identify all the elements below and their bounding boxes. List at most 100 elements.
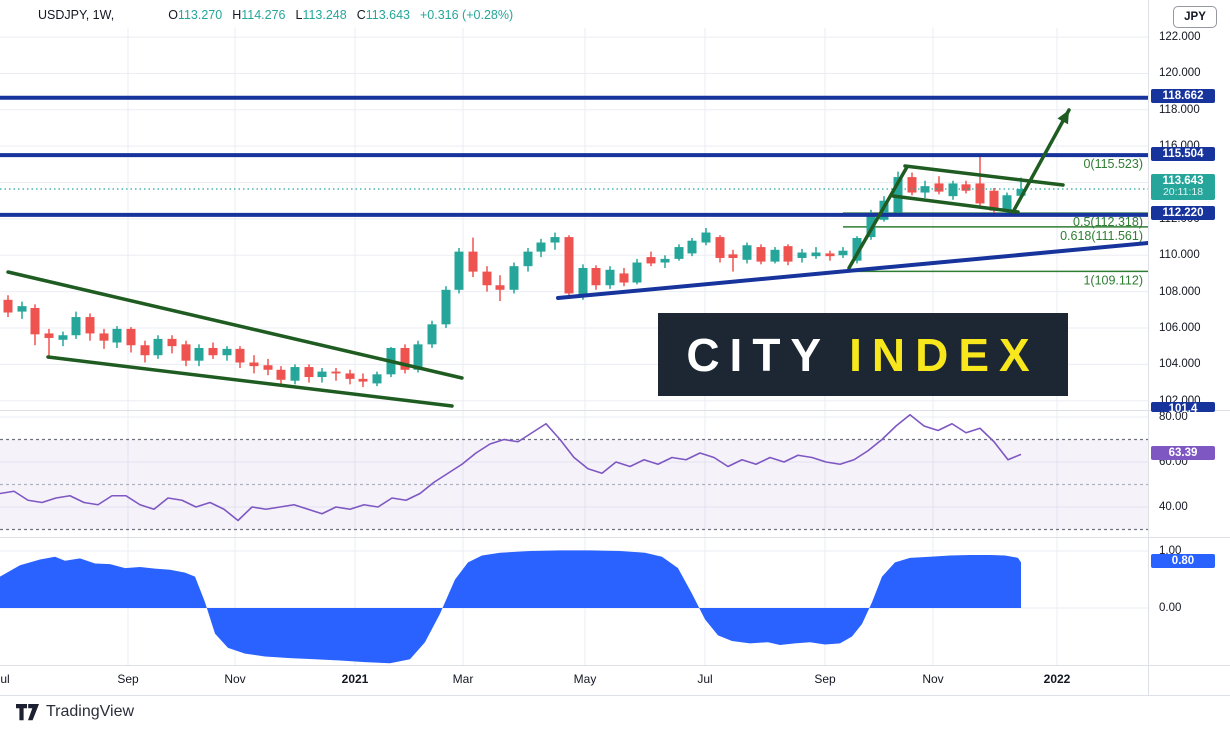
candle-body <box>194 347 204 361</box>
currency-toggle-badge[interactable]: JPY <box>1173 6 1217 28</box>
high-value: 114.276 <box>241 8 286 22</box>
candle-body <box>509 266 519 290</box>
candle-body <box>208 347 218 356</box>
candle-body <box>701 232 711 243</box>
candle-body <box>523 251 533 267</box>
candle-body <box>674 247 684 259</box>
candle-body <box>564 237 574 294</box>
candle-body <box>58 335 68 340</box>
candle-body <box>276 369 286 380</box>
time-axis-label: Sep <box>814 672 836 686</box>
candle-body <box>715 237 725 258</box>
fib-level-label: 1(109.112) <box>1083 273 1143 287</box>
tradingview-mark-icon <box>16 703 39 720</box>
candle-body <box>400 347 410 370</box>
candle-body <box>1016 189 1026 196</box>
time-axis-label: 2022 <box>1043 672 1071 686</box>
osc-axis-label: 0.00 <box>1159 602 1182 614</box>
candle-body <box>783 246 793 262</box>
watermark-city: CITY <box>686 328 832 381</box>
candle-body <box>372 374 382 384</box>
rsi-value-badge: 63.39 <box>1151 445 1215 460</box>
breakout-arrow <box>1011 108 1071 214</box>
high-label: H <box>232 8 242 22</box>
candle-body <box>728 254 738 258</box>
candle-body <box>304 367 314 378</box>
candle-body <box>222 348 232 356</box>
candle-body <box>1002 195 1012 211</box>
pane-separator-1[interactable] <box>0 410 1230 411</box>
candle-body <box>167 338 177 347</box>
price-axis[interactable]: JPY 122.000120.000118.000116.000114.0001… <box>1148 0 1230 695</box>
price-axis-label: 104.000 <box>1159 358 1201 371</box>
price-axis-label: 122.000 <box>1159 31 1201 44</box>
candle-body <box>975 183 985 204</box>
candle-body <box>989 190 999 211</box>
candle-body <box>536 242 546 252</box>
candle-body <box>345 373 355 379</box>
candle-body <box>454 251 464 290</box>
time-axis-label: Jul <box>0 672 10 686</box>
flag-lower-line <box>891 194 1020 214</box>
candle-body <box>934 183 944 192</box>
tradingview-logo-text: TradingView <box>46 703 135 720</box>
candle-body <box>482 271 492 286</box>
price-level-badge: 115.504 <box>1151 146 1215 161</box>
tradingview-logo[interactable]: TradingView <box>16 703 134 721</box>
price-axis-label: 106.000 <box>1159 321 1201 334</box>
rising-support-trendline <box>556 241 1148 300</box>
candle-body <box>852 237 862 261</box>
symbol-header[interactable]: USDJPY, 1W, O113.270 H114.276 L113.248 C113.… <box>38 8 513 22</box>
candle-body <box>331 371 341 374</box>
candle-body <box>797 252 807 258</box>
candle-body <box>825 253 835 257</box>
candle-body <box>140 345 150 356</box>
candle-body <box>441 289 451 325</box>
candle-body <box>126 328 136 346</box>
price-level-badge: 113.643 20:11:18 <box>1151 174 1215 201</box>
candle-body <box>263 365 273 370</box>
change-value: +0.316 (+0.28%) <box>420 8 514 22</box>
fib-level-label: 0.5(112.318) <box>1073 215 1143 229</box>
candle-body <box>181 344 191 361</box>
candle-body <box>961 184 971 191</box>
candle-body <box>687 240 697 254</box>
candle-body <box>742 245 752 260</box>
candle-body <box>30 307 40 335</box>
low-label: L <box>295 8 303 22</box>
city-index-watermark: CITY INDEX <box>658 313 1068 396</box>
chart-canvas[interactable]: 0(115.523) 0.5(112.318)0.618(111.561) 1(10… <box>0 0 1148 695</box>
osc-value-badge: 0.80 <box>1151 553 1215 568</box>
low-value: 113.248 <box>302 8 347 22</box>
candle-body <box>317 371 327 378</box>
fib-level-label: 0(115.523) <box>1083 157 1143 171</box>
rsi-axis-label: 40.00 <box>1159 501 1188 513</box>
candle-body <box>71 317 81 336</box>
close-label: C <box>356 8 366 22</box>
candle-body <box>99 333 109 341</box>
candle-body <box>112 328 122 343</box>
pane-separator-2[interactable] <box>0 537 1230 538</box>
time-axis[interactable]: Jul Sep Nov 2021 Mar May Jul Sep Nov 2022 <box>0 665 1148 695</box>
fib-level-label: 0.618(111.561) <box>1060 229 1143 243</box>
price-level-badge: 112.220 <box>1151 206 1215 221</box>
candle-body <box>495 285 505 290</box>
candle-body <box>838 250 848 256</box>
candle-body <box>632 262 642 283</box>
candle-body <box>44 333 54 338</box>
price-level-badge: 118.662 <box>1151 89 1215 104</box>
time-axis-label: Nov <box>922 672 944 686</box>
pane-separator-3 <box>0 665 1230 666</box>
candle-body <box>893 177 903 213</box>
candle-body <box>468 251 478 272</box>
candle-body <box>358 378 368 382</box>
price-axis-label: 108.000 <box>1159 285 1201 298</box>
flag-upper-line <box>903 164 1065 187</box>
falling-wedge-lower-line <box>46 355 454 408</box>
chart-bottom-border <box>0 695 1230 696</box>
watermark-index: INDEX <box>849 328 1040 381</box>
candle-body <box>646 257 656 264</box>
breakout-arrow-head <box>1057 110 1069 125</box>
symbol-title[interactable]: USDJPY, 1W, <box>38 8 115 22</box>
candle-body <box>605 269 615 286</box>
